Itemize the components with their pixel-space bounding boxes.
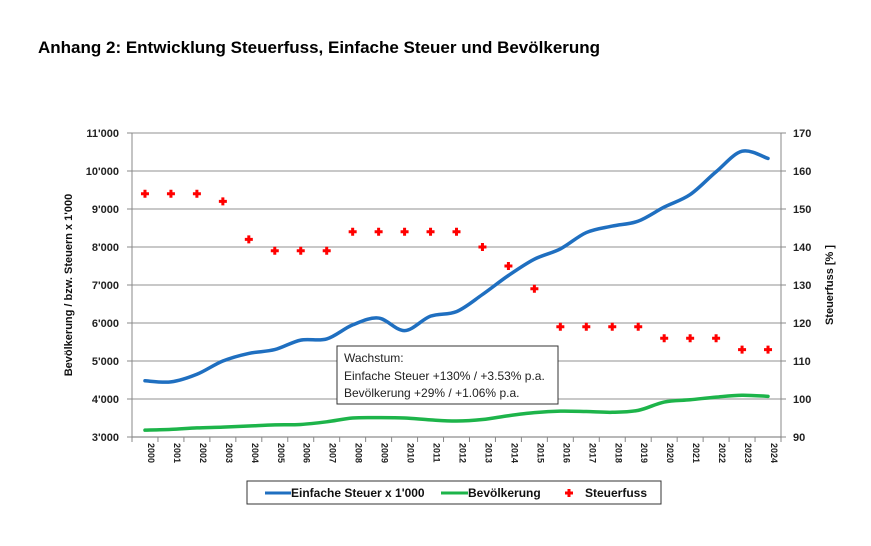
legend-label: Bevölkerung [468, 486, 541, 500]
steuerfuss-point [478, 243, 487, 251]
series-line-einfache-steuer-x-1-000 [143, 149, 770, 384]
steuerfuss-point [270, 246, 279, 255]
steuerfuss-point [712, 334, 721, 343]
steuerfuss-point [530, 284, 539, 293]
legend-label: Steuerfuss [585, 486, 647, 500]
x-tick-label: 2013 [483, 443, 493, 463]
steuerfuss-point [192, 189, 201, 198]
x-tick-label: 2000 [146, 443, 156, 463]
x-tick-label: 2019 [639, 443, 649, 463]
x-tick-label: 2004 [250, 443, 260, 463]
steuerfuss-point [634, 322, 643, 331]
steuerfuss-point [426, 227, 435, 236]
y2-tick-label: 170 [793, 128, 811, 140]
steuerfuss-point [400, 227, 409, 236]
annotation-line-1: Einfache Steuer +130% / +3.53% p.a. [344, 369, 545, 383]
legend-swatch-steuerfuss [565, 489, 573, 497]
x-tick-label: 2015 [535, 443, 545, 463]
x-tick-label: 2021 [691, 443, 701, 463]
y2-tick-label: 100 [793, 394, 811, 406]
x-tick-label: 2002 [198, 443, 208, 463]
y2-tick-label: 130 [793, 280, 811, 292]
y-tick-label: 11'000 [86, 128, 119, 140]
steuerfuss-point [140, 189, 149, 198]
steuerfuss-point [608, 322, 617, 331]
y2-tick-label: 90 [793, 432, 805, 444]
steuerfuss-point [504, 262, 513, 270]
steuerfuss-point [556, 322, 565, 331]
x-tick-label: 2009 [380, 443, 390, 463]
steuerfuss-point [660, 334, 669, 343]
x-tick-label: 2024 [769, 443, 779, 463]
y-tick-label: 8'000 [92, 242, 119, 254]
y-tick-label: 3'000 [92, 432, 119, 444]
steuerfuss-point [218, 197, 227, 206]
steuerfuss-point [296, 246, 305, 255]
x-tick-label: 2014 [509, 443, 519, 463]
y2-axis-title: Steuerfuss [% ] [824, 245, 836, 325]
x-tick-label: 2006 [302, 443, 312, 463]
x-tick-label: 2003 [224, 443, 234, 463]
y2-tick-label: 110 [793, 356, 811, 368]
x-tick-label: 2007 [328, 443, 338, 463]
y-tick-label: 10'000 [86, 166, 119, 178]
y-tick-label: 5'000 [92, 356, 119, 368]
annotation-box [336, 345, 559, 405]
x-tick-label: 2022 [717, 443, 727, 463]
steuerfuss-point [582, 322, 591, 331]
x-tick-label: 2011 [432, 443, 442, 463]
y2-tick-label: 140 [793, 242, 811, 254]
x-tick-label: 2020 [665, 443, 675, 463]
y-tick-label: 9'000 [92, 204, 119, 216]
x-tick-label: 2017 [587, 443, 597, 463]
page-title: Anhang 2: Entwicklung Steuerfuss, Einfac… [38, 38, 601, 57]
y-tick-label: 6'000 [92, 318, 119, 330]
y2-tick-label: 150 [793, 204, 811, 216]
legend-label: Einfache Steuer x 1'000 [291, 486, 425, 500]
y-tick-label: 4'000 [92, 394, 119, 406]
steuerfuss-point [322, 246, 331, 255]
x-tick-label: 2018 [613, 443, 623, 463]
steuerfuss-point [166, 189, 175, 198]
annotation-line-2: Bevölkerung +29% / +1.06% p.a. [344, 386, 519, 400]
y-axis-title: Bevölkerung / bzw. Steuern x 1'000 [63, 194, 75, 377]
y2-tick-label: 120 [793, 318, 811, 330]
steuerfuss-point [374, 227, 383, 236]
steuerfuss-point [348, 227, 357, 236]
x-tick-label: 2001 [172, 443, 182, 463]
steuerfuss-point [244, 235, 253, 244]
series-line-bev-lkerung [143, 393, 770, 432]
steuerfuss-point [764, 345, 773, 354]
annotation-heading: Wachstum: [344, 351, 404, 365]
x-tick-label: 2023 [743, 443, 753, 463]
x-tick-label: 2008 [354, 443, 364, 463]
x-tick-label: 2005 [276, 443, 286, 463]
steuerfuss-point [738, 345, 747, 354]
steuerfuss-point [686, 334, 695, 343]
x-tick-label: 2012 [458, 443, 468, 463]
steuerfuss-point [452, 227, 461, 236]
y-tick-label: 7'000 [92, 280, 119, 292]
y2-tick-label: 160 [793, 166, 811, 178]
x-tick-label: 2016 [561, 443, 571, 463]
x-tick-label: 2010 [406, 443, 416, 463]
